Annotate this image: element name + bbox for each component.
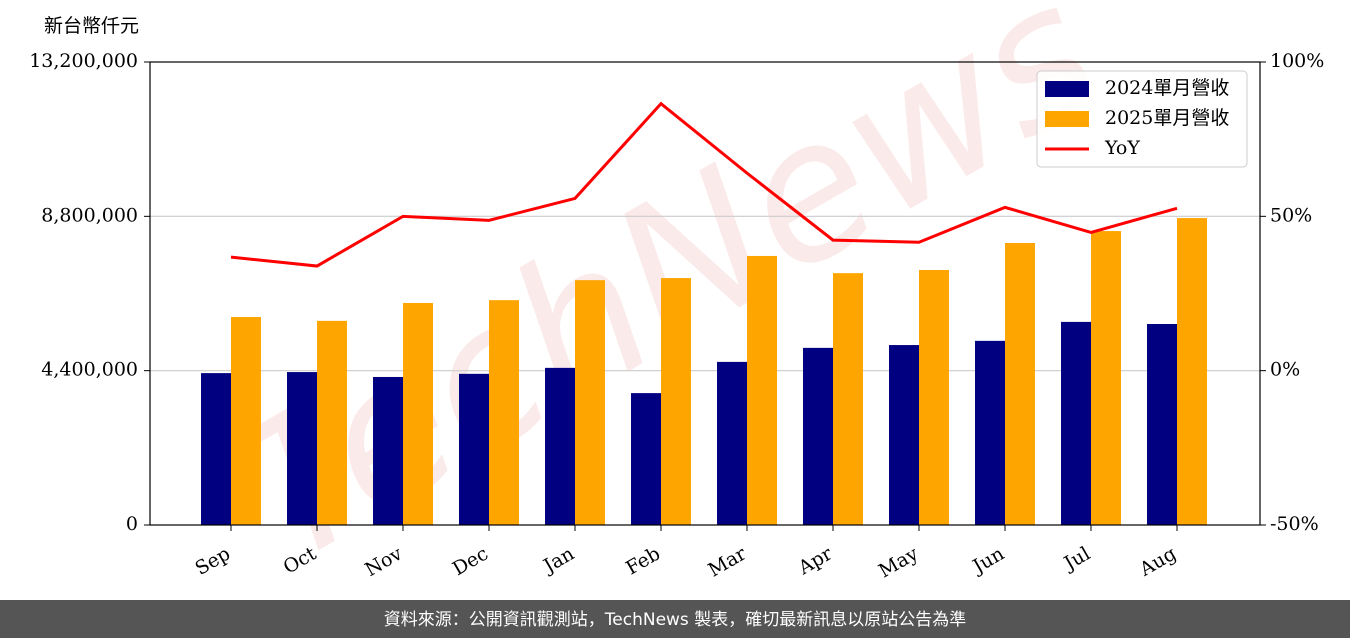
legend-label: 2025單月營收 xyxy=(1105,107,1229,129)
legend-label: 2024單月營收 xyxy=(1105,77,1229,99)
bar xyxy=(317,320,347,525)
bar xyxy=(1147,324,1177,525)
footer-bar xyxy=(0,600,1350,638)
bar xyxy=(287,372,317,525)
legend-swatch xyxy=(1045,81,1089,97)
bar xyxy=(545,367,575,525)
bar xyxy=(201,373,231,525)
bar xyxy=(1091,231,1121,525)
bar xyxy=(373,376,403,525)
y-axis-label: 新台幣仟元 xyxy=(44,15,139,37)
y2-tick-label: 100% xyxy=(1270,50,1324,72)
bar xyxy=(975,340,1005,525)
y-tick-label: 4,400,000 xyxy=(41,359,138,381)
bar xyxy=(889,345,919,525)
x-tick-label: Apr xyxy=(794,542,837,579)
legend-swatch xyxy=(1045,111,1089,127)
x-tick-label: Jan xyxy=(538,543,578,579)
bar xyxy=(459,373,489,525)
y2-tick-label: 50% xyxy=(1270,204,1312,226)
bar xyxy=(803,347,833,525)
legend-label: YoY xyxy=(1104,137,1140,159)
x-tick-label: Jul xyxy=(1059,543,1094,576)
bar xyxy=(1061,321,1091,525)
bar xyxy=(575,280,605,525)
yoy-line xyxy=(230,101,1178,268)
y2-tick-label: 0% xyxy=(1270,359,1300,381)
x-tick-label: Aug xyxy=(1135,543,1180,582)
bar xyxy=(747,255,777,525)
bar xyxy=(231,317,261,525)
x-tick-label: Feb xyxy=(622,543,664,580)
bar xyxy=(1005,242,1035,525)
footer: 資料來源：公開資訊觀測站，TechNews 製表，確切最新訊息以原站公告為準 xyxy=(384,610,966,630)
y2-tick-label: -50% xyxy=(1270,513,1319,535)
x-tick-label: Sep xyxy=(191,543,234,580)
y-tick-label: 8,800,000 xyxy=(41,204,138,226)
bar xyxy=(717,361,747,525)
bar xyxy=(919,269,949,525)
bar xyxy=(489,300,519,525)
x-tick-label: Jun xyxy=(967,543,1008,579)
plot-frame xyxy=(149,61,1261,526)
bar xyxy=(833,273,863,525)
x-tick-label: Dec xyxy=(449,543,492,581)
bar xyxy=(631,393,661,525)
x-tick-label: Mar xyxy=(704,542,750,581)
bar xyxy=(1177,218,1207,525)
y-tick-label: 13,200,000 xyxy=(29,50,138,72)
bar xyxy=(661,278,691,525)
x-tick-label: May xyxy=(875,542,922,582)
bar xyxy=(403,302,433,525)
y-tick-label: 0 xyxy=(126,513,138,535)
legend-box xyxy=(1036,70,1248,168)
